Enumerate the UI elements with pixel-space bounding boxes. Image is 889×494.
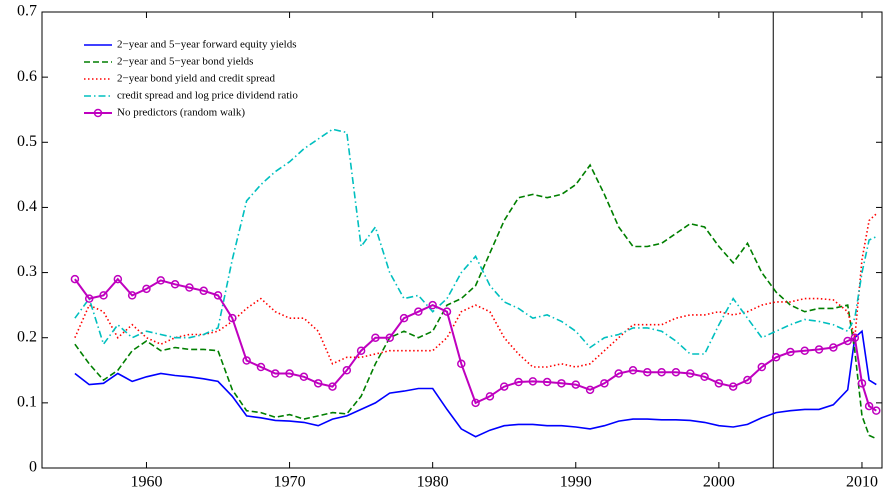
- point-marker: [786, 347, 795, 357]
- legend-label: credit spread and log price dividend rat…: [117, 90, 298, 102]
- point-marker: [743, 375, 752, 385]
- point-marker: [328, 382, 337, 391]
- point-marker: [514, 377, 523, 387]
- point-marker: [299, 372, 309, 382]
- series-line: [74, 329, 877, 438]
- point-marker: [99, 291, 108, 300]
- point-marker: [557, 379, 566, 388]
- point-marker: [228, 313, 237, 323]
- point-marker: [170, 280, 180, 289]
- x-tick-label: 2010: [846, 474, 878, 491]
- point-marker: [185, 283, 194, 292]
- point-marker: [242, 356, 251, 365]
- point-marker: [829, 343, 838, 352]
- point-marker: [571, 380, 581, 389]
- point-marker: [356, 346, 366, 355]
- point-marker: [757, 362, 767, 372]
- point-marker: [814, 345, 824, 354]
- point-marker: [542, 377, 552, 387]
- y-tick-label: 0.4: [17, 198, 37, 215]
- point-marker: [714, 379, 724, 388]
- point-marker: [864, 401, 874, 411]
- plot-area: [41, 11, 883, 469]
- point-marker: [385, 333, 394, 342]
- point-marker: [342, 366, 352, 375]
- point-marker: [585, 385, 595, 395]
- point-marker: [600, 379, 609, 388]
- point-marker: [285, 369, 294, 378]
- point-marker: [857, 379, 867, 388]
- point-marker: [313, 379, 323, 388]
- y-tick-label: 0: [29, 459, 37, 476]
- series-line: [74, 277, 877, 412]
- y-tick-label: 0.6: [17, 68, 37, 85]
- point-marker: [213, 291, 223, 300]
- series-line: [74, 128, 877, 355]
- point-marker: [728, 382, 738, 391]
- point-marker: [142, 284, 151, 294]
- point-marker: [156, 276, 166, 285]
- point-marker: [850, 333, 860, 342]
- point-marker: [127, 291, 137, 300]
- point-marker: [800, 346, 809, 355]
- point-marker: [428, 300, 437, 310]
- legend-label: 2−year and 5−year forward equity yields: [117, 39, 296, 51]
- point-marker: [256, 362, 266, 372]
- point-marker: [471, 398, 480, 408]
- y-tick-label: 0.1: [17, 394, 37, 411]
- legend-label: 2−year bond yield and credit spread: [117, 73, 276, 85]
- point-marker: [399, 313, 409, 323]
- point-marker: [657, 367, 666, 377]
- x-tick-label: 2000: [703, 474, 735, 491]
- point-marker: [457, 359, 466, 369]
- y-tick-label: 0.7: [17, 3, 37, 20]
- legend-marker: [93, 108, 103, 118]
- point-marker: [771, 353, 781, 362]
- point-marker: [84, 294, 94, 303]
- point-marker: [70, 274, 80, 284]
- x-tick-label: 1980: [417, 474, 449, 491]
- point-marker: [271, 369, 280, 378]
- point-marker: [442, 307, 452, 316]
- y-tick-label: 0.5: [17, 133, 37, 150]
- x-tick-label: 1970: [274, 474, 306, 491]
- point-marker: [685, 369, 695, 378]
- point-marker: [113, 274, 123, 284]
- x-tick-label: 1990: [560, 474, 592, 491]
- point-marker: [700, 372, 709, 382]
- point-marker: [485, 392, 495, 401]
- point-marker: [843, 336, 852, 346]
- point-marker: [628, 366, 638, 375]
- legend-label: No predictors (random walk): [117, 107, 245, 119]
- point-marker: [643, 367, 652, 377]
- series-line: [74, 213, 877, 368]
- point-marker: [872, 406, 881, 415]
- point-marker: [371, 333, 380, 342]
- point-marker: [614, 369, 623, 378]
- point-marker: [199, 286, 208, 296]
- x-tick-label: 1960: [130, 474, 162, 491]
- y-tick-label: 0.2: [17, 328, 37, 345]
- legend-label: 2−year and 5−year bond yields: [117, 56, 253, 68]
- point-marker: [414, 307, 423, 316]
- point-marker: [499, 382, 509, 391]
- point-marker: [528, 377, 538, 386]
- point-marker: [671, 367, 681, 377]
- series-line: [74, 163, 877, 440]
- y-tick-label: 0.3: [17, 263, 37, 280]
